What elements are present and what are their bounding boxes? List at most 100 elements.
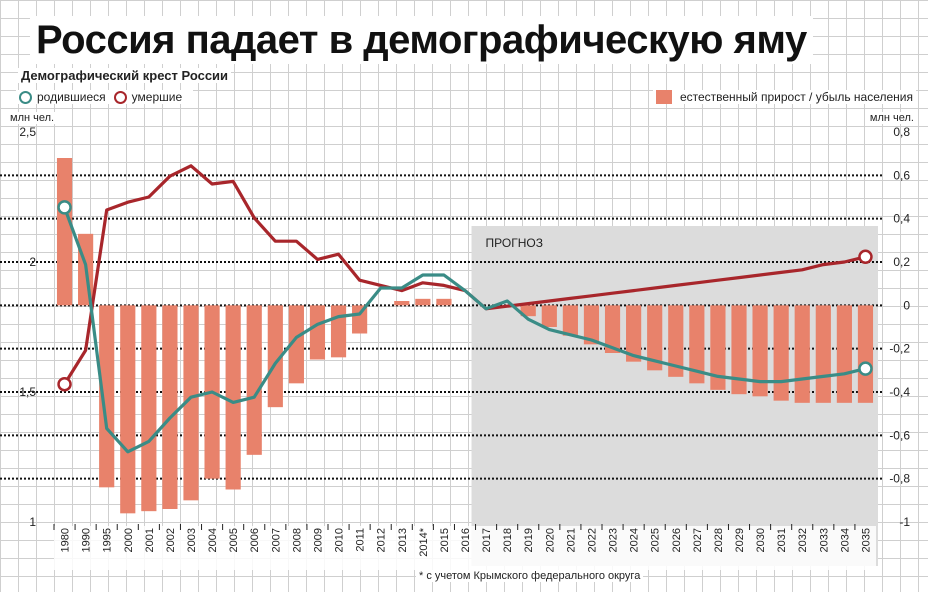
bar xyxy=(794,305,810,403)
x-tick-label: 2027 xyxy=(692,528,704,552)
legend-bar-swatch xyxy=(655,90,672,104)
x-tick-label: 2002 xyxy=(165,528,177,552)
x-tick-label: 2000 xyxy=(123,528,135,552)
bar xyxy=(394,301,410,306)
y-right-tick-label: -0,6 xyxy=(889,428,910,442)
x-tick-label: 2008 xyxy=(291,528,303,552)
bar xyxy=(857,305,874,403)
y-right-tick-label: 0 xyxy=(903,298,910,312)
x-tick-label: 2006 xyxy=(249,528,261,552)
bar xyxy=(731,305,747,395)
x-tick-label: 2012 xyxy=(376,528,388,552)
bar xyxy=(520,305,536,317)
deaths-line-start-point xyxy=(57,376,72,392)
bar xyxy=(752,305,768,397)
bar xyxy=(162,305,178,509)
bar xyxy=(330,305,347,358)
chart-title: Демографический крест России xyxy=(18,68,232,83)
bar xyxy=(246,305,262,455)
legend-item-births: родившиеся xyxy=(19,90,106,104)
x-tick-label: 2019 xyxy=(523,528,535,552)
bar xyxy=(288,305,304,384)
x-tick-label: 2033 xyxy=(818,528,830,552)
legend-bars: естественный прирост / убыль населения xyxy=(652,90,916,104)
bar xyxy=(436,298,452,306)
bar xyxy=(56,158,73,306)
x-tick-label: 1995 xyxy=(102,528,114,552)
bar xyxy=(773,305,789,401)
x-tick-label: 1980 xyxy=(60,528,72,552)
legend-lines: родившиеся умершие xyxy=(16,90,194,104)
bar xyxy=(836,305,852,403)
y-right-tick-label: 0,6 xyxy=(893,168,910,182)
bar xyxy=(815,305,831,403)
x-tick-label: 2028 xyxy=(713,528,725,552)
x-tick-label: 2016 xyxy=(460,528,472,552)
x-tick-label: 2035 xyxy=(861,528,873,552)
y-right-tick-label: 0,4 xyxy=(893,212,910,226)
bar xyxy=(541,305,557,327)
forecast-region xyxy=(471,226,878,566)
bar xyxy=(141,305,157,512)
y-right-tick-label: 0,2 xyxy=(893,255,910,269)
x-tick-label: 2018 xyxy=(502,528,514,552)
x-tick-label: 2025 xyxy=(650,528,662,552)
bar xyxy=(309,305,326,360)
bar xyxy=(647,305,663,371)
bar xyxy=(668,305,684,377)
x-tick-label: 2023 xyxy=(608,528,620,552)
births-line xyxy=(62,206,866,454)
y-left-tick-label: 1 xyxy=(29,515,36,529)
x-tick-label: 2005 xyxy=(228,528,240,552)
legend-label-births: родившиеся xyxy=(37,90,106,104)
x-tick-label: 2013 xyxy=(397,528,409,552)
y-left-tick-label: 1,5 xyxy=(19,385,36,399)
x-tick-label: 2029 xyxy=(734,528,746,552)
deaths-line-end-point xyxy=(858,249,873,265)
x-tick-label: 2001 xyxy=(144,528,156,552)
y-right-tick-label: -0,4 xyxy=(889,385,910,399)
bar xyxy=(120,305,136,514)
legend-label-deaths: умершие xyxy=(131,90,183,104)
bar xyxy=(710,305,726,390)
x-tick-label: 2007 xyxy=(270,528,282,552)
bar xyxy=(352,305,368,334)
x-tick-label: 2010 xyxy=(334,528,346,552)
bar xyxy=(689,305,705,384)
y-left-unit: млн чел. xyxy=(8,112,57,124)
x-tick-label: 2017 xyxy=(481,528,493,552)
bar xyxy=(415,298,431,306)
x-tick-label: 2032 xyxy=(797,528,809,552)
x-tick-label: 2030 xyxy=(755,528,767,552)
x-tick-label: 2015 xyxy=(439,528,451,552)
y-right-tick-label: -0,2 xyxy=(889,342,910,356)
legend-item-deaths: умершие xyxy=(113,90,183,104)
bar xyxy=(183,305,199,501)
y-right-tick-label: -1 xyxy=(899,515,910,529)
bar xyxy=(225,305,241,490)
y-right-tick-label: 0,8 xyxy=(893,125,910,139)
footnote: * с учетом Крымского федерального округа xyxy=(416,570,644,582)
bar xyxy=(604,305,621,353)
x-tick-label: 2031 xyxy=(776,528,788,552)
legend-circle-icon xyxy=(19,90,32,104)
bar xyxy=(626,305,642,362)
x-tick-label: 2034 xyxy=(839,528,851,552)
bar xyxy=(583,305,600,345)
y-left-tick-label: 2 xyxy=(29,255,36,269)
x-tick-label: 2014* xyxy=(418,527,430,556)
bar xyxy=(562,305,578,336)
headline: Россия падает в демографическую яму xyxy=(30,16,813,64)
y-left-tick-label: 2,5 xyxy=(19,125,36,139)
legend-circle-icon xyxy=(113,90,127,104)
y-right-unit: млн чел. xyxy=(867,112,916,124)
x-tick-label: 2003 xyxy=(186,528,198,552)
x-tick-label: 2009 xyxy=(313,528,325,552)
births-line-end-point xyxy=(858,361,873,376)
x-tick-label: 2021 xyxy=(565,528,577,552)
bar xyxy=(99,305,115,488)
x-tick-label: 2020 xyxy=(544,528,556,552)
x-axis-band xyxy=(54,526,876,570)
